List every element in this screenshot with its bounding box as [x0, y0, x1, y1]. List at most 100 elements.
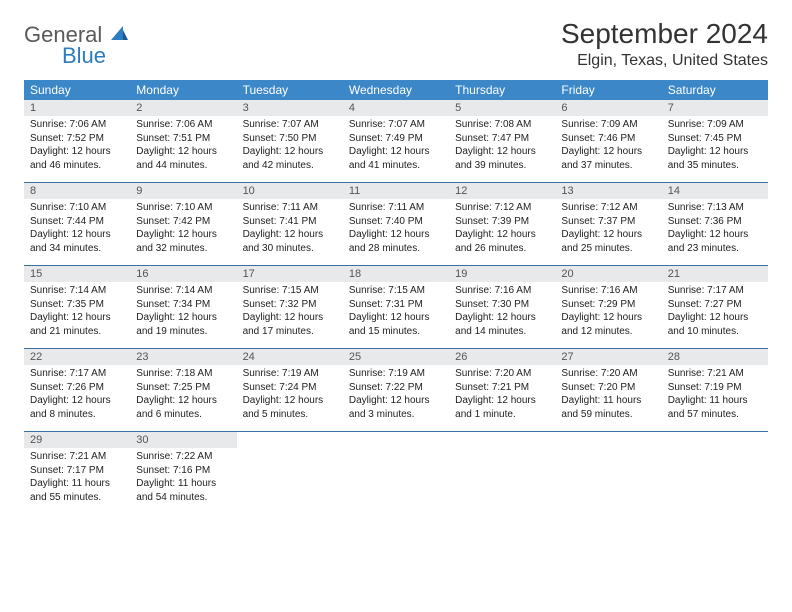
day-header: Monday	[130, 80, 236, 100]
day-details: Sunrise: 7:19 AMSunset: 7:24 PMDaylight:…	[237, 365, 343, 425]
day-cell: 12Sunrise: 7:12 AMSunset: 7:39 PMDayligh…	[449, 183, 555, 265]
sunset-text: Sunset: 7:50 PM	[243, 132, 337, 146]
daylight-line1: Daylight: 12 hours	[243, 228, 337, 242]
daylight-line2: and 30 minutes.	[243, 242, 337, 256]
week-row: 15Sunrise: 7:14 AMSunset: 7:35 PMDayligh…	[24, 266, 768, 349]
daylight-line2: and 54 minutes.	[136, 491, 230, 505]
daylight-line2: and 12 minutes.	[561, 325, 655, 339]
day-cell: 28Sunrise: 7:21 AMSunset: 7:19 PMDayligh…	[662, 349, 768, 431]
day-number: 13	[555, 183, 661, 199]
sunset-text: Sunset: 7:31 PM	[349, 298, 443, 312]
day-cell: 4Sunrise: 7:07 AMSunset: 7:49 PMDaylight…	[343, 100, 449, 182]
daylight-line1: Daylight: 12 hours	[136, 145, 230, 159]
day-details: Sunrise: 7:14 AMSunset: 7:34 PMDaylight:…	[130, 282, 236, 342]
day-details: Sunrise: 7:17 AMSunset: 7:27 PMDaylight:…	[662, 282, 768, 342]
sunset-text: Sunset: 7:25 PM	[136, 381, 230, 395]
week-row: 8 Sunrise: 7:10 AMSunset: 7:44 PM Daylight…	[24, 183, 768, 266]
day-details: Sunrise: 7:18 AMSunset: 7:25 PMDaylight:…	[130, 365, 236, 425]
daylight-line2: and 59 minutes.	[561, 408, 655, 422]
logo: General Blue	[24, 18, 129, 67]
sunrise-text: Sunrise: 7:12 AM	[561, 201, 655, 215]
day-details: Sunrise: 7:11 AMSunset: 7:40 PMDaylight:…	[343, 199, 449, 259]
day-details: Sunrise: 7:09 AMSunset: 7:46 PMDaylight:…	[555, 116, 661, 176]
sunset-text: Sunset: 7:22 PM	[349, 381, 443, 395]
daylight-line2: and 55 minutes.	[30, 491, 124, 505]
day-cell: 27Sunrise: 7:20 AMSunset: 7:20 PMDayligh…	[555, 349, 661, 431]
sunset-text: Sunset: 7:44 PM	[30, 215, 124, 229]
daylight-line1: Daylight: 12 hours	[561, 145, 655, 159]
day-number: 6	[555, 100, 661, 116]
sunrise-text: Sunrise: 7:09 AM	[561, 118, 655, 132]
month-title: September 2024	[561, 18, 768, 50]
day-details: Sunrise: 7:16 AMSunset: 7:30 PMDaylight:…	[449, 282, 555, 342]
day-number: 25	[343, 349, 449, 365]
daylight-line2: and 42 minutes.	[243, 159, 337, 173]
sunset-text: Sunset: 7:32 PM	[243, 298, 337, 312]
daylight-line1: Daylight: 12 hours	[455, 394, 549, 408]
day-number: 18	[343, 266, 449, 282]
sunset-text: Sunset: 7:45 PM	[668, 132, 762, 146]
day-number: 7	[662, 100, 768, 116]
day-number: 16	[130, 266, 236, 282]
sunset-text: Sunset: 7:36 PM	[668, 215, 762, 229]
daylight-line2: and 39 minutes.	[455, 159, 549, 173]
daylight-line1: Daylight: 12 hours	[30, 394, 124, 408]
day-header: Saturday	[662, 80, 768, 100]
sunset-text: Sunset: 7:46 PM	[561, 132, 655, 146]
sunrise-text: Sunrise: 7:19 AM	[349, 367, 443, 381]
daylight-line2: and 8 minutes.	[30, 408, 124, 422]
header: General Blue September 2024 Elgin, Texas…	[24, 18, 768, 70]
day-cell: 30Sunrise: 7:22 AMSunset: 7:16 PMDayligh…	[130, 432, 236, 514]
daylight-line1: Daylight: 11 hours	[668, 394, 762, 408]
daylight-line2: and 15 minutes.	[349, 325, 443, 339]
day-number	[555, 432, 661, 436]
day-details: Sunrise: 7:15 AMSunset: 7:32 PMDaylight:…	[237, 282, 343, 342]
sunset-text: Sunset: 7:19 PM	[668, 381, 762, 395]
day-number	[662, 432, 768, 436]
day-cell: 11Sunrise: 7:11 AMSunset: 7:40 PMDayligh…	[343, 183, 449, 265]
day-cell: 14Sunrise: 7:13 AMSunset: 7:36 PMDayligh…	[662, 183, 768, 265]
day-details: Sunrise: 7:10 AMSunset: 7:42 PMDaylight:…	[130, 199, 236, 259]
sunrise-text: Sunrise: 7:09 AM	[668, 118, 762, 132]
sunset-text: Sunset: 7:49 PM	[349, 132, 443, 146]
day-cell: 6Sunrise: 7:09 AMSunset: 7:46 PMDaylight…	[555, 100, 661, 182]
day-cell: 1Sunrise: 7:06 AMSunset: 7:52 PMDaylight…	[24, 100, 130, 182]
daylight-line1: Daylight: 12 hours	[30, 311, 124, 325]
day-number: 8	[24, 183, 130, 199]
daylight-line2: and 10 minutes.	[668, 325, 762, 339]
daylight-line2: and 35 minutes.	[668, 159, 762, 173]
daylight-line1: Daylight: 12 hours	[243, 394, 337, 408]
day-cell: 18Sunrise: 7:15 AMSunset: 7:31 PMDayligh…	[343, 266, 449, 348]
day-number: 12	[449, 183, 555, 199]
sunset-text: Sunset: 7:35 PM	[30, 298, 124, 312]
sunrise-text: Sunrise: 7:14 AM	[30, 284, 124, 298]
day-cell: 5Sunrise: 7:08 AMSunset: 7:47 PMDaylight…	[449, 100, 555, 182]
daylight-line2: and 46 minutes.	[30, 159, 124, 173]
day-header: Wednesday	[343, 80, 449, 100]
day-headers-row: SundayMondayTuesdayWednesdayThursdayFrid…	[24, 80, 768, 100]
day-number: 1	[24, 100, 130, 116]
day-details: Sunrise: 7:20 AMSunset: 7:21 PMDaylight:…	[449, 365, 555, 425]
sunrise-text: Sunrise: 7:10 AM	[30, 201, 124, 215]
daylight-line1: Daylight: 12 hours	[668, 311, 762, 325]
sunrise-text: Sunrise: 7:11 AM	[243, 201, 337, 215]
day-number: 20	[555, 266, 661, 282]
day-number: 11	[343, 183, 449, 199]
daylight-line2: and 19 minutes.	[136, 325, 230, 339]
day-number: 30	[130, 432, 236, 448]
day-details: Sunrise: 7:13 AMSunset: 7:36 PMDaylight:…	[662, 199, 768, 259]
sunset-text: Sunset: 7:20 PM	[561, 381, 655, 395]
daylight-line2: and 3 minutes.	[349, 408, 443, 422]
sunrise-text: Sunrise: 7:13 AM	[668, 201, 762, 215]
sunset-text: Sunset: 7:39 PM	[455, 215, 549, 229]
day-cell: 2Sunrise: 7:06 AMSunset: 7:51 PMDaylight…	[130, 100, 236, 182]
daylight-line1: Daylight: 12 hours	[455, 145, 549, 159]
day-cell: 20Sunrise: 7:16 AMSunset: 7:29 PMDayligh…	[555, 266, 661, 348]
daylight-line1: Daylight: 11 hours	[136, 477, 230, 491]
day-details: Sunrise: 7:20 AMSunset: 7:20 PMDaylight:…	[555, 365, 661, 425]
day-number: 15	[24, 266, 130, 282]
day-number: 5	[449, 100, 555, 116]
day-number: 26	[449, 349, 555, 365]
day-header: Thursday	[449, 80, 555, 100]
daylight-line1: Daylight: 12 hours	[455, 311, 549, 325]
